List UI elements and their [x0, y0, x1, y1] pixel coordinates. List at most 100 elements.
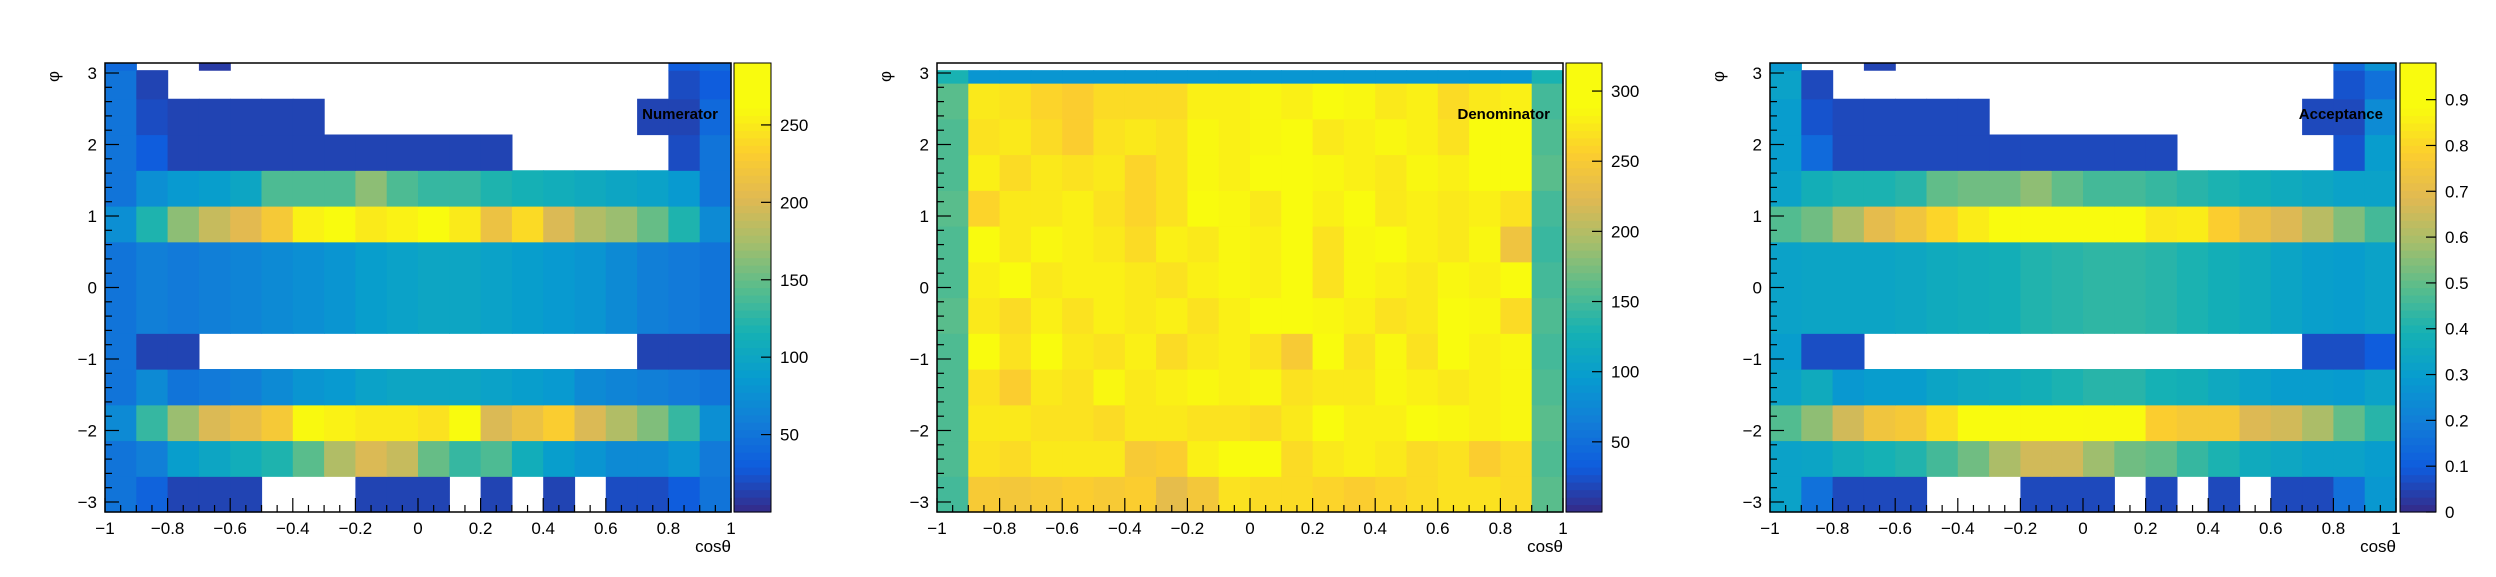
- heatmap-cell: [1500, 118, 1533, 156]
- heatmap-cell: [418, 404, 450, 442]
- palette-swatch: [1566, 362, 1602, 371]
- heatmap-cell: [1469, 297, 1501, 334]
- heatmap-cell: [1500, 70, 1533, 84]
- x-tick-label: 0.2: [2134, 519, 2158, 538]
- heatmap-cell: [1187, 297, 1220, 334]
- heatmap-cell: [2083, 241, 2115, 334]
- heatmap-cell: [2302, 170, 2334, 207]
- heatmap-cell: [2020, 369, 2053, 406]
- palette-swatch: [734, 137, 771, 146]
- heatmap-cell: [1343, 261, 1376, 299]
- heatmap-cell: [2270, 369, 2303, 406]
- heatmap-cell: [1093, 70, 1126, 84]
- heatmap-cell: [605, 241, 638, 334]
- x-axis-title: cosθ: [1527, 537, 1563, 556]
- heatmap-cell: [449, 134, 482, 171]
- heatmap-cell: [574, 369, 607, 406]
- heatmap-cell: [1406, 83, 1439, 120]
- heatmap-cell: [1187, 440, 1220, 477]
- heatmap-cell: [1770, 404, 1802, 442]
- palette-swatch: [734, 384, 771, 393]
- heatmap-cell: [2208, 170, 2241, 207]
- heatmap-cell: [1250, 333, 1282, 370]
- heatmap-cell: [1093, 226, 1126, 263]
- heatmap-cell: [136, 404, 169, 442]
- x-tick-label: −0.4: [1941, 519, 1975, 538]
- heatmap-cell: [2364, 70, 2397, 100]
- heatmap-cell: [543, 369, 576, 406]
- heatmap-cell: [1926, 170, 1959, 207]
- heatmap-cell: [605, 440, 638, 477]
- palette-swatch: [734, 100, 771, 109]
- palette-swatch: [734, 257, 771, 266]
- heatmap-cell: [1531, 118, 1564, 156]
- heatmap-cell: [2270, 205, 2303, 243]
- heatmap-cell: [1062, 404, 1095, 442]
- heatmap-cell: [668, 369, 701, 406]
- heatmap-cell: [167, 98, 200, 136]
- heatmap-cell: [105, 333, 137, 370]
- heatmap-cell: [167, 404, 200, 442]
- heatmap-cell: [1375, 440, 1408, 477]
- heatmap-cell: [1926, 134, 1959, 171]
- palette-swatch: [734, 444, 771, 453]
- palette-swatch: [1566, 85, 1602, 94]
- heatmap-cell: [2208, 404, 2241, 442]
- palette-swatch: [1566, 107, 1602, 116]
- palette-swatch: [2400, 63, 2436, 72]
- heatmap-cell: [1770, 333, 1802, 370]
- palette-swatch: [734, 205, 771, 214]
- heatmap-cell: [2083, 205, 2115, 243]
- x-tick-label: 0: [413, 519, 422, 538]
- palette-swatch: [734, 77, 771, 87]
- heatmap-cell: [136, 369, 169, 406]
- heatmap-cell: [230, 241, 263, 334]
- palette-swatch: [2400, 452, 2436, 461]
- palette-swatch: [734, 287, 771, 296]
- heatmap-cell: [324, 369, 356, 406]
- heatmap-cell: [1500, 404, 1533, 442]
- heatmap-cell: [574, 404, 607, 442]
- palette-swatch: [2400, 167, 2436, 176]
- heatmap-cell: [1062, 369, 1095, 406]
- heatmap-cell: [1375, 154, 1408, 191]
- palette-swatch: [734, 235, 771, 244]
- palette-tick-label: 0.9: [2445, 91, 2469, 110]
- palette-swatch: [734, 332, 771, 341]
- heatmap-cell: [167, 440, 200, 477]
- heatmap-cell: [2020, 440, 2053, 477]
- heatmap-cell: [1062, 226, 1095, 263]
- x-tick-label: −1: [95, 519, 114, 538]
- heatmap-cell: [1218, 83, 1251, 120]
- heatmap-cell: [637, 333, 669, 370]
- palette-swatch: [734, 504, 771, 513]
- heatmap-cell: [1863, 170, 1896, 207]
- x-tick-label: 0.6: [1426, 519, 1450, 538]
- palette-swatch: [734, 70, 771, 79]
- heatmap-cell: [968, 118, 1001, 156]
- palette-tick-label: 100: [1611, 363, 1639, 382]
- heatmap-cell: [699, 404, 732, 442]
- palette-swatch: [1566, 377, 1602, 386]
- palette-swatch: [734, 482, 771, 491]
- palette-tick-label: 0.6: [2445, 228, 2469, 247]
- heatmap-cell: [1437, 118, 1470, 156]
- palette-swatch: [734, 152, 771, 161]
- heatmap-cell: [1957, 404, 1990, 442]
- heatmap-cell: [1093, 297, 1126, 334]
- palette-swatch: [734, 280, 771, 289]
- heatmap-cell: [167, 333, 200, 370]
- heatmap-cell: [1281, 70, 1314, 84]
- heatmap-cell: [1343, 190, 1376, 227]
- palette-swatch: [1566, 407, 1602, 416]
- heatmap-cell: [1250, 83, 1282, 120]
- heatmap-cell: [1312, 261, 1345, 299]
- heatmap-cell: [968, 440, 1001, 477]
- heatmap-cell: [1281, 154, 1314, 191]
- heatmap-cell: [292, 241, 325, 334]
- heatmap-cell: [2333, 440, 2366, 477]
- palette-swatch: [2400, 489, 2436, 498]
- heatmap-cell: [699, 134, 732, 171]
- palette-swatch: [2400, 280, 2436, 289]
- heatmap-cell: [198, 205, 231, 243]
